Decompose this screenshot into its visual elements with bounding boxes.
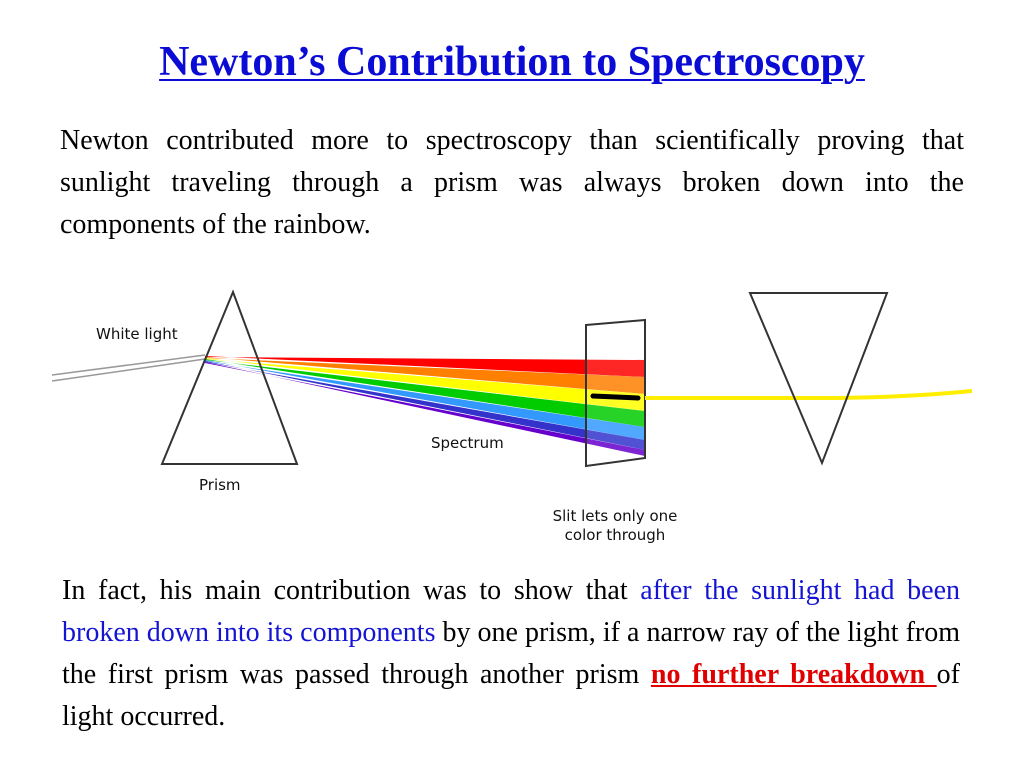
first-prism	[160, 289, 299, 465]
para2-blue-highlight: after the sunlight had been broken down …	[62, 575, 960, 648]
intro-paragraph: Newton contributed more to spectroscopy …	[60, 125, 964, 240]
slide-title-text: Newton’s Contribution to Spectroscopy	[159, 39, 865, 85]
para2-part3: of light occurred.	[62, 659, 960, 732]
slide-title: Newton’s Contribution to Spectroscopy	[0, 38, 1024, 86]
spectrum-band-yellow	[205, 358, 645, 411]
single-color-ray	[645, 389, 973, 400]
prism-diagram: White light Prism Spectrum Slit lets onl…	[51, 289, 973, 544]
prism-label: Prism	[199, 476, 241, 494]
spectrum-fan	[205, 356, 645, 456]
slit-label-line1: Slit lets only one	[553, 507, 678, 525]
para2-part1: In fact, his main contribution was to sh…	[62, 575, 641, 606]
para2-part2: by one prism, if a narrow ray of the lig…	[62, 617, 960, 690]
spectrum-band-violet	[205, 362, 645, 456]
spectrum-band-indigo	[205, 361, 645, 450]
main-contribution-paragraph: In fact, his main contribution was to sh…	[62, 570, 960, 738]
slit-label-line2: color through	[565, 526, 666, 544]
slit-screen	[585, 318, 646, 468]
white-light-label: White light	[96, 325, 178, 343]
white-light-ray	[51, 354, 206, 382]
spectrum-band-orange	[205, 357, 645, 394]
spectrum-label: Spectrum	[431, 434, 504, 452]
spectrum-band-red	[205, 356, 645, 377]
para2-red-highlight: no further breakdown	[650, 659, 937, 690]
spectrum-band-blue	[205, 360, 645, 440]
second-prism	[748, 292, 889, 466]
spectrum-band-green	[205, 359, 645, 427]
